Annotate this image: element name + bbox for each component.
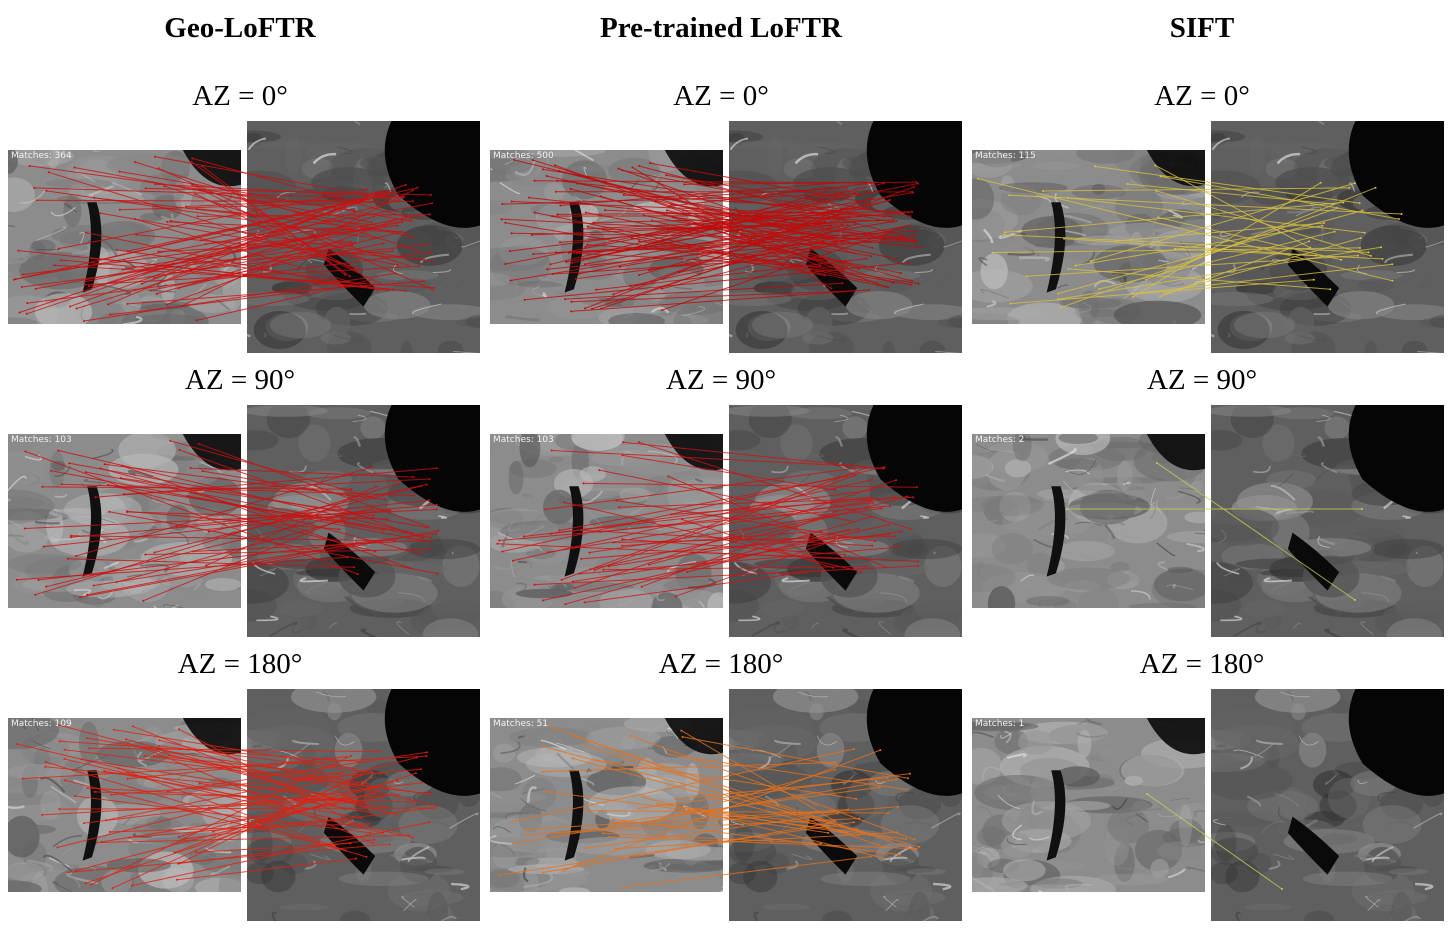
match-panel: Matches: 500 bbox=[490, 121, 962, 353]
match-panel: Matches: 51 bbox=[490, 689, 962, 921]
reference-image bbox=[729, 689, 962, 921]
match-panel: Matches: 2 bbox=[972, 405, 1444, 637]
reference-image bbox=[729, 121, 962, 353]
match-panel: Matches: 103 bbox=[490, 405, 962, 637]
query-image: Matches: 103 bbox=[8, 434, 241, 608]
column-title-sift: SIFT bbox=[1169, 12, 1235, 44]
match-count-label: Matches: 2 bbox=[975, 435, 1025, 445]
reference-image bbox=[1211, 689, 1444, 921]
az-label: AZ = 90° bbox=[1146, 364, 1258, 396]
query-image: Matches: 364 bbox=[8, 150, 241, 324]
query-image: Matches: 103 bbox=[490, 434, 723, 608]
reference-image bbox=[1211, 121, 1444, 353]
match-count-label: Matches: 109 bbox=[11, 719, 72, 729]
query-image: Matches: 115 bbox=[972, 150, 1205, 324]
az-label: AZ = 90° bbox=[184, 364, 296, 396]
az-label: AZ = 0° bbox=[1154, 80, 1250, 112]
az-label: AZ = 180° bbox=[658, 648, 784, 680]
query-image: Matches: 2 bbox=[972, 434, 1205, 608]
query-image: Matches: 500 bbox=[490, 150, 723, 324]
query-image: Matches: 51 bbox=[490, 718, 723, 892]
match-count-label: Matches: 364 bbox=[11, 151, 72, 161]
match-panel: Matches: 364 bbox=[8, 121, 480, 353]
az-label: AZ = 180° bbox=[1139, 648, 1265, 680]
query-image: Matches: 1 bbox=[972, 718, 1205, 892]
reference-image bbox=[729, 405, 962, 637]
match-panel: Matches: 1 bbox=[972, 689, 1444, 921]
az-label: AZ = 0° bbox=[673, 80, 769, 112]
match-count-label: Matches: 115 bbox=[975, 151, 1036, 161]
reference-image bbox=[247, 405, 480, 637]
match-count-label: Matches: 103 bbox=[493, 435, 554, 445]
match-panel: Matches: 103 bbox=[8, 405, 480, 637]
query-image: Matches: 109 bbox=[8, 718, 241, 892]
reference-image bbox=[247, 689, 480, 921]
az-label: AZ = 90° bbox=[665, 364, 777, 396]
column-title-geo-loftr: Geo-LoFTR bbox=[164, 12, 316, 44]
match-count-label: Matches: 51 bbox=[493, 719, 549, 729]
match-count-label: Matches: 500 bbox=[493, 151, 554, 161]
reference-image bbox=[1211, 405, 1444, 637]
match-count-label: Matches: 1 bbox=[975, 719, 1025, 729]
az-label: AZ = 180° bbox=[177, 648, 303, 680]
az-label: AZ = 0° bbox=[192, 80, 288, 112]
column-title-pretrained-loftr: Pre-trained LoFTR bbox=[600, 12, 842, 44]
match-panel: Matches: 109 bbox=[8, 689, 480, 921]
match-count-label: Matches: 103 bbox=[11, 435, 72, 445]
match-panel: Matches: 115 bbox=[972, 121, 1444, 353]
reference-image bbox=[247, 121, 480, 353]
